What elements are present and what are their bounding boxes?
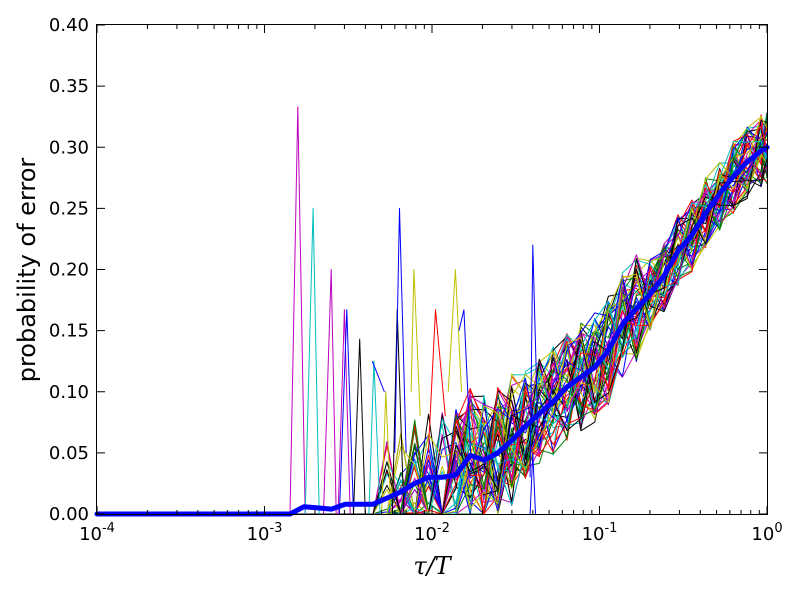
spike-series-line <box>394 207 407 453</box>
spike-series-line <box>337 309 351 515</box>
y-tick-label: 0.00 <box>49 504 89 525</box>
spike-series-line <box>381 391 392 515</box>
x-tick-label: 10-2 <box>414 521 450 545</box>
x-tick-label: 10-1 <box>582 521 618 545</box>
series-line <box>97 158 768 515</box>
x-tick-label: 10-3 <box>247 521 283 545</box>
series-line <box>97 158 768 515</box>
spike-series-line <box>529 452 536 515</box>
spike-series-line <box>410 269 421 417</box>
spike-series-line <box>289 106 306 515</box>
spike-series-line <box>427 309 446 453</box>
y-tick-label: 0.05 <box>49 443 89 464</box>
x-ticks: 10-4 10-3 10-2 10-1 100 <box>79 25 783 545</box>
x-axis-label: τ/T <box>413 552 452 580</box>
x-tick-label: 100 <box>751 521 782 545</box>
y-tick-label: 0.40 <box>49 15 89 36</box>
spike-series-line <box>458 309 472 453</box>
y-tick-label: 0.15 <box>49 321 89 342</box>
spike-series-line <box>304 207 320 515</box>
plot-frame <box>96 24 768 515</box>
spike-series-line <box>368 360 381 515</box>
y-tick-label: 0.10 <box>49 382 89 403</box>
y-axis-label: probability of error <box>13 158 41 383</box>
y-tick-label: 0.35 <box>49 76 89 97</box>
y-ticks: 0.00 0.05 0.10 0.15 0.20 0.25 0.30 0.35 0.40 <box>49 15 767 525</box>
spike-series-line <box>338 309 354 515</box>
spike-series-line <box>447 269 462 392</box>
spike-series-line <box>323 269 337 515</box>
series-line <box>97 160 768 515</box>
y-tick-label: 0.20 <box>49 260 89 281</box>
spike-series-line <box>353 338 366 515</box>
spike-series-line <box>529 244 539 478</box>
y-tick-label: 0.25 <box>49 198 89 219</box>
y-tick-label: 0.30 <box>49 137 89 158</box>
spike-series-line <box>371 361 385 392</box>
series-group <box>97 106 768 515</box>
